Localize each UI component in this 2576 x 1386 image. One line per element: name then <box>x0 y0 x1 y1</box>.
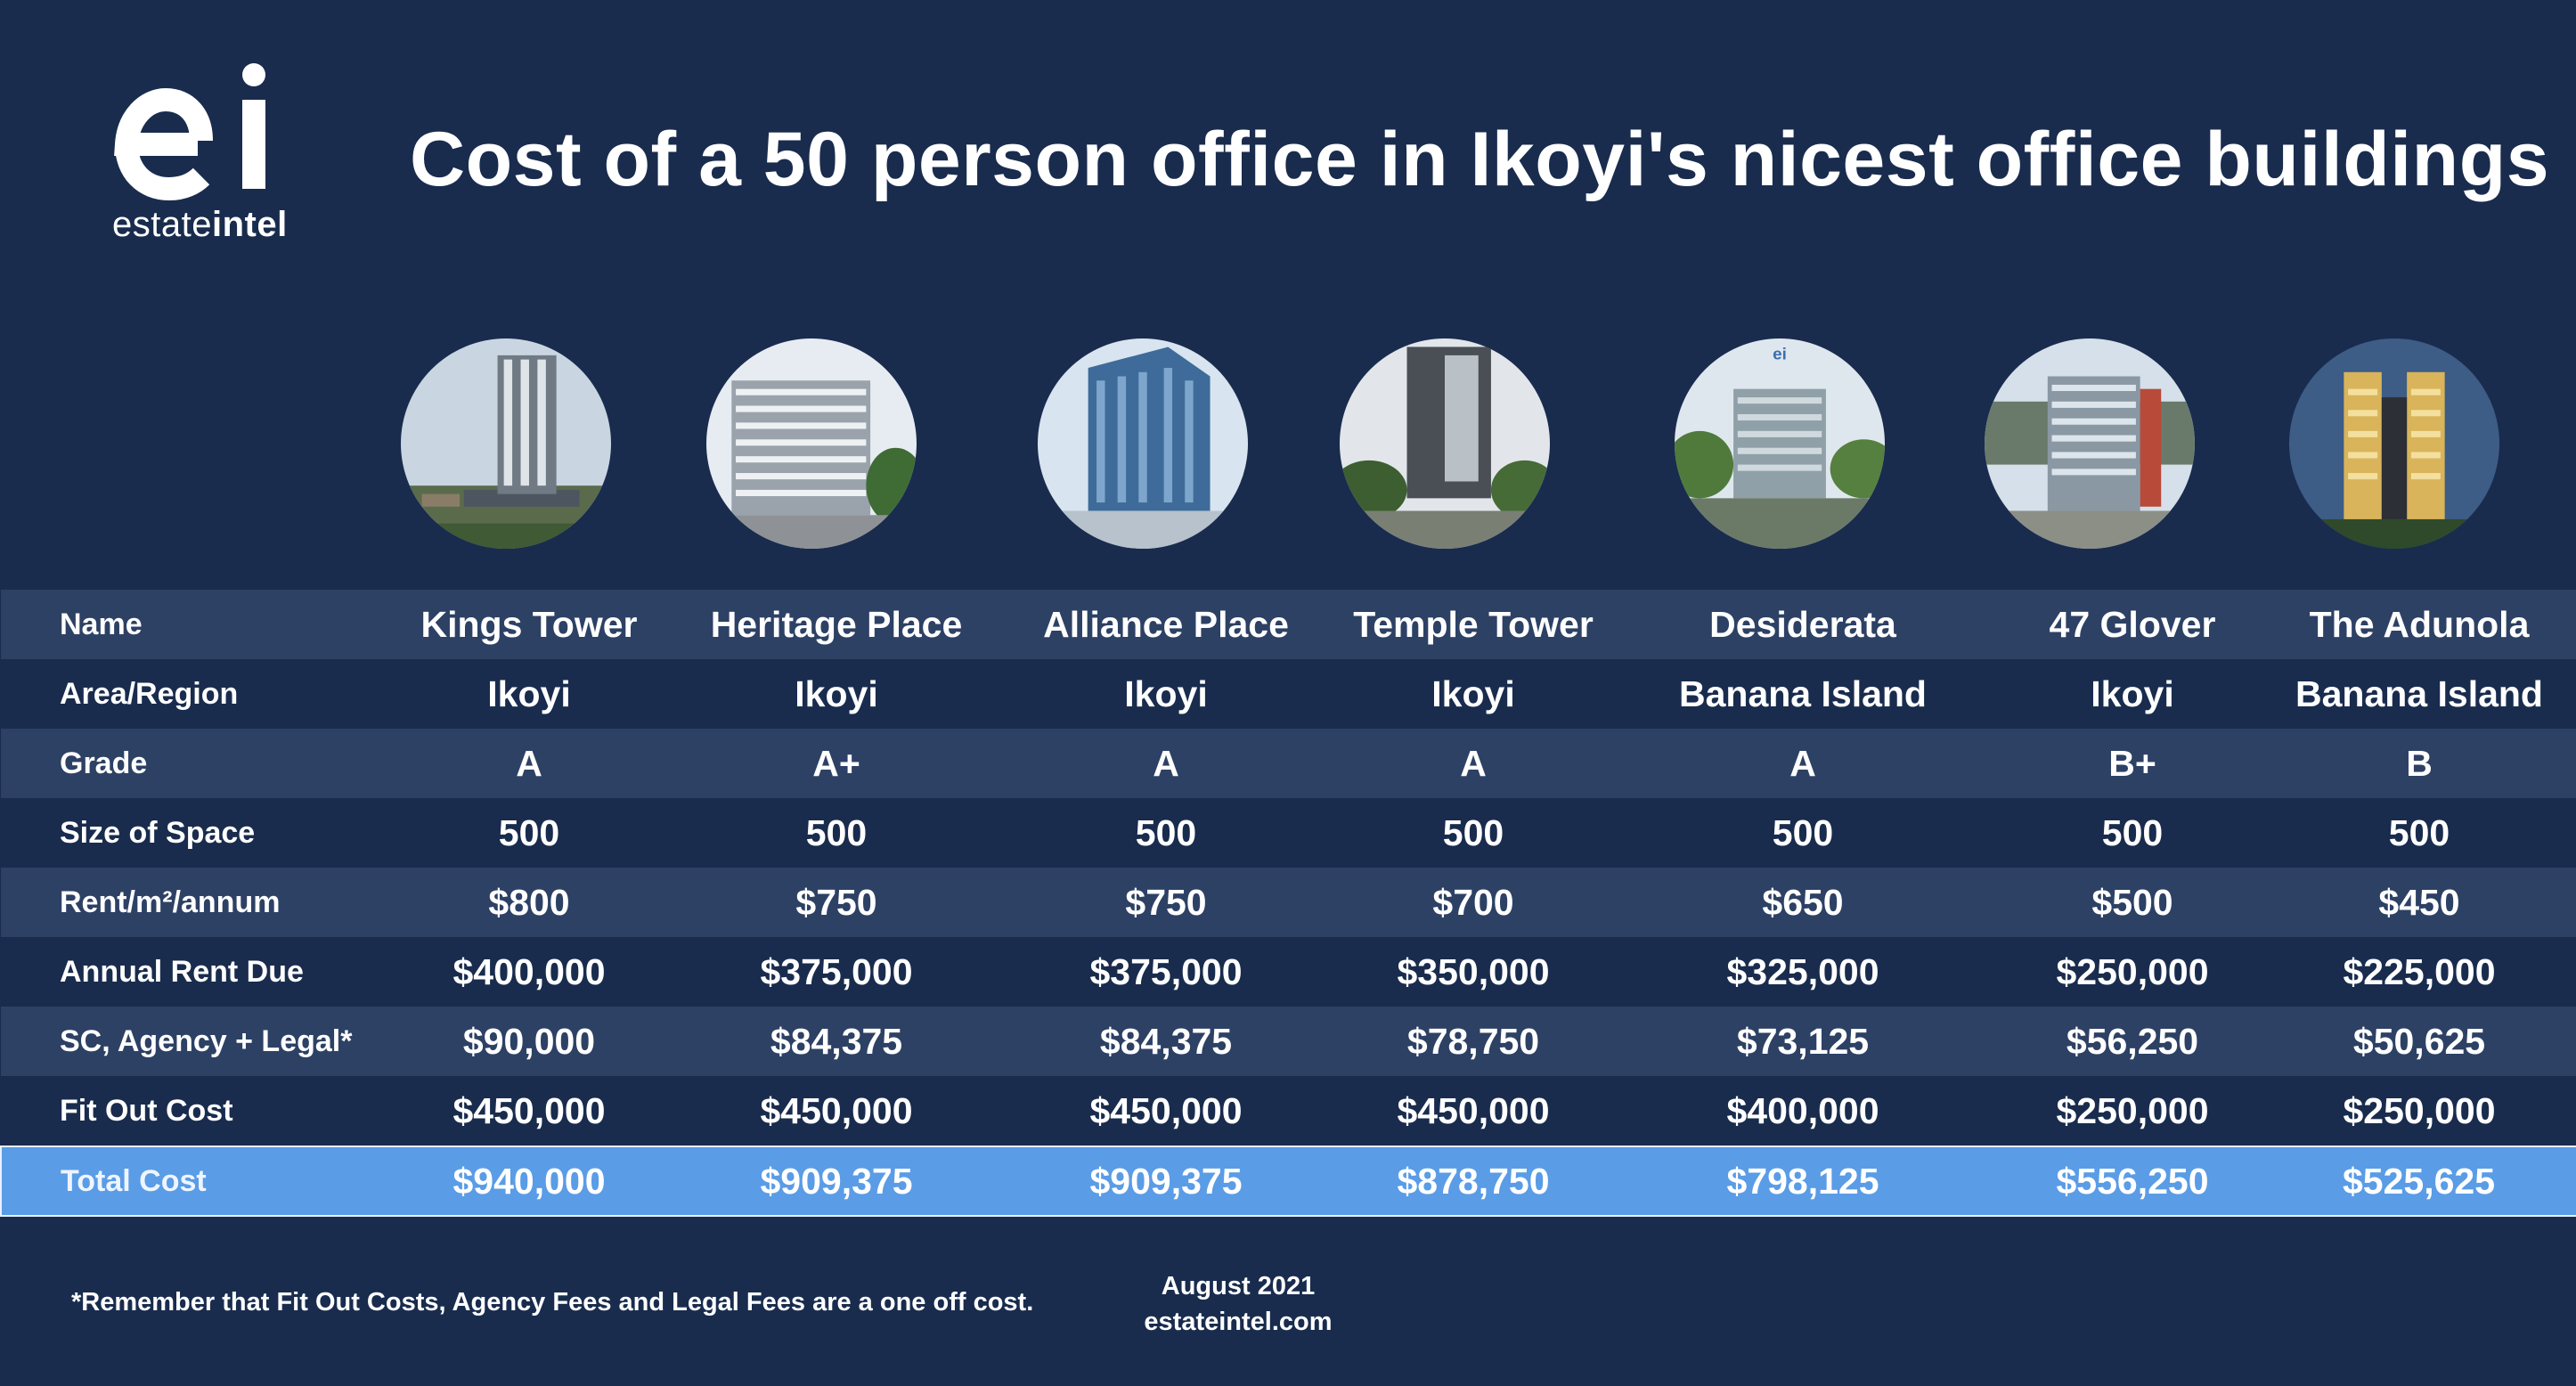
table-cell: $909,375 <box>685 1145 988 1217</box>
table-cell: 500 <box>1602 798 2003 868</box>
desiderata-photo: ei <box>1675 338 1885 549</box>
table-row: Grade A A+ A A A B+ B <box>1 729 2576 798</box>
table-cell: $90,000 <box>373 1007 685 1076</box>
row-label: Fit Out Cost <box>1 1076 373 1146</box>
publication-date: August 2021 <box>1161 1272 1316 1300</box>
table-cell: B+ <box>2003 729 2262 798</box>
footnote: *Remember that Fit Out Costs, Agency Fee… <box>71 1288 1034 1317</box>
alliance-place-photo <box>1038 338 1248 549</box>
table-cell: 500 <box>988 798 1344 868</box>
footer-meta: August 2021 estateintel.com <box>1113 1268 1363 1340</box>
table-cell: $50,625 <box>2262 1007 2576 1076</box>
table-cell: 500 <box>373 798 685 868</box>
table-cell: $375,000 <box>685 937 988 1007</box>
estateintel-logo: estateintel <box>89 62 321 249</box>
table-cell: $250,000 <box>2003 937 2262 1007</box>
row-label: Total Cost <box>0 1145 373 1217</box>
table-cell: Ikoyi <box>1344 659 1602 729</box>
table-cell: $909,375 <box>988 1145 1344 1217</box>
page-title: Cost of a 50 person office in Ikoyi's ni… <box>410 117 2550 202</box>
table-cell: $940,000 <box>373 1145 685 1217</box>
total-cost-row: Total Cost $940,000 $909,375 $909,375 $8… <box>0 1145 2576 1217</box>
table-cell: $450,000 <box>1344 1076 1602 1146</box>
table-cell: $73,125 <box>1602 1007 2003 1076</box>
table-cell: 500 <box>685 798 988 868</box>
table-row: Rent/m²/annum $800 $750 $750 $700 $650 $… <box>1 868 2576 937</box>
table-row: Name Kings Tower Heritage Place Alliance… <box>1 590 2576 659</box>
table-cell: $556,250 <box>2003 1145 2262 1217</box>
table-cell: $350,000 <box>1344 937 1602 1007</box>
table-cell: Alliance Place <box>988 590 1344 659</box>
logo-wordmark: estateintel <box>112 205 288 244</box>
website-link: estateintel.com <box>1144 1308 1333 1336</box>
row-label: Size of Space <box>1 798 373 868</box>
table-cell: $700 <box>1344 868 1602 937</box>
row-label: Area/Region <box>1 659 373 729</box>
table-cell: $650 <box>1602 868 2003 937</box>
table-cell: $375,000 <box>988 937 1344 1007</box>
table-cell: $450,000 <box>373 1076 685 1146</box>
table-cell: A+ <box>685 729 988 798</box>
table-cell: Banana Island <box>1602 659 2003 729</box>
table-cell: $450,000 <box>988 1076 1344 1146</box>
row-label: Annual Rent Due <box>1 937 373 1007</box>
table-cell: $225,000 <box>2262 937 2576 1007</box>
table-cell: $400,000 <box>1602 1076 2003 1146</box>
table-row: SC, Agency + Legal* $90,000 $84,375 $84,… <box>1 1007 2576 1076</box>
table-cell: $800 <box>373 868 685 937</box>
47-glover-photo <box>1985 338 2195 549</box>
table-cell: Heritage Place <box>685 590 988 659</box>
table-row: Fit Out Cost $450,000 $450,000 $450,000 … <box>1 1076 2576 1146</box>
table-cell: Ikoyi <box>685 659 988 729</box>
table-cell: Ikoyi <box>2003 659 2262 729</box>
table-row: Annual Rent Due $400,000 $375,000 $375,0… <box>1 937 2576 1007</box>
row-label: Rent/m²/annum <box>1 868 373 937</box>
heritage-place-photo <box>706 338 917 549</box>
table-cell: Banana Island <box>2262 659 2576 729</box>
table-cell: $325,000 <box>1602 937 2003 1007</box>
table-cell: $78,750 <box>1344 1007 1602 1076</box>
table-cell: $450,000 <box>685 1076 988 1146</box>
table-cell: $750 <box>685 868 988 937</box>
table-cell: Desiderata <box>1602 590 2003 659</box>
table-row: Area/Region Ikoyi Ikoyi Ikoyi Ikoyi Bana… <box>1 659 2576 729</box>
the-adunola-photo <box>2289 338 2499 549</box>
table-cell: Ikoyi <box>988 659 1344 729</box>
building-photos: ei <box>0 338 2576 552</box>
row-label: Grade <box>1 729 373 798</box>
table-cell: $525,625 <box>2262 1145 2576 1217</box>
table-cell: A <box>988 729 1344 798</box>
row-label: SC, Agency + Legal* <box>1 1007 373 1076</box>
kings-tower-photo <box>401 338 611 549</box>
table-cell: A <box>1344 729 1602 798</box>
table-cell: $84,375 <box>988 1007 1344 1076</box>
table-cell: $450 <box>2262 868 2576 937</box>
table-cell: 500 <box>2262 798 2576 868</box>
table-cell: 47 Glover <box>2003 590 2262 659</box>
table-cell: $250,000 <box>2262 1076 2576 1146</box>
table-cell: 500 <box>1344 798 1602 868</box>
table-cell: 500 <box>2003 798 2262 868</box>
table-cell: $878,750 <box>1344 1145 1602 1217</box>
table-cell: $750 <box>988 868 1344 937</box>
table-cell: $56,250 <box>2003 1007 2262 1076</box>
table-cell: A <box>373 729 685 798</box>
svg-text:ei: ei <box>1773 345 1787 363</box>
row-label: Name <box>1 590 373 659</box>
table-cell: Temple Tower <box>1344 590 1602 659</box>
table-cell: Ikoyi <box>373 659 685 729</box>
table-cell: $500 <box>2003 868 2262 937</box>
table-cell: $84,375 <box>685 1007 988 1076</box>
table-cell: Kings Tower <box>373 590 685 659</box>
table-cell: $400,000 <box>373 937 685 1007</box>
table-cell: B <box>2262 729 2576 798</box>
table-row: Size of Space 500 500 500 500 500 500 50… <box>1 798 2576 868</box>
ei-logo-icon <box>114 63 265 201</box>
table-cell: A <box>1602 729 2003 798</box>
temple-tower-photo <box>1340 338 1550 549</box>
table-cell: $798,125 <box>1602 1145 2003 1217</box>
table-cell: $250,000 <box>2003 1076 2262 1146</box>
cost-comparison-table: Name Kings Tower Heritage Place Alliance… <box>0 590 2576 1217</box>
table-cell: The Adunola <box>2262 590 2576 659</box>
